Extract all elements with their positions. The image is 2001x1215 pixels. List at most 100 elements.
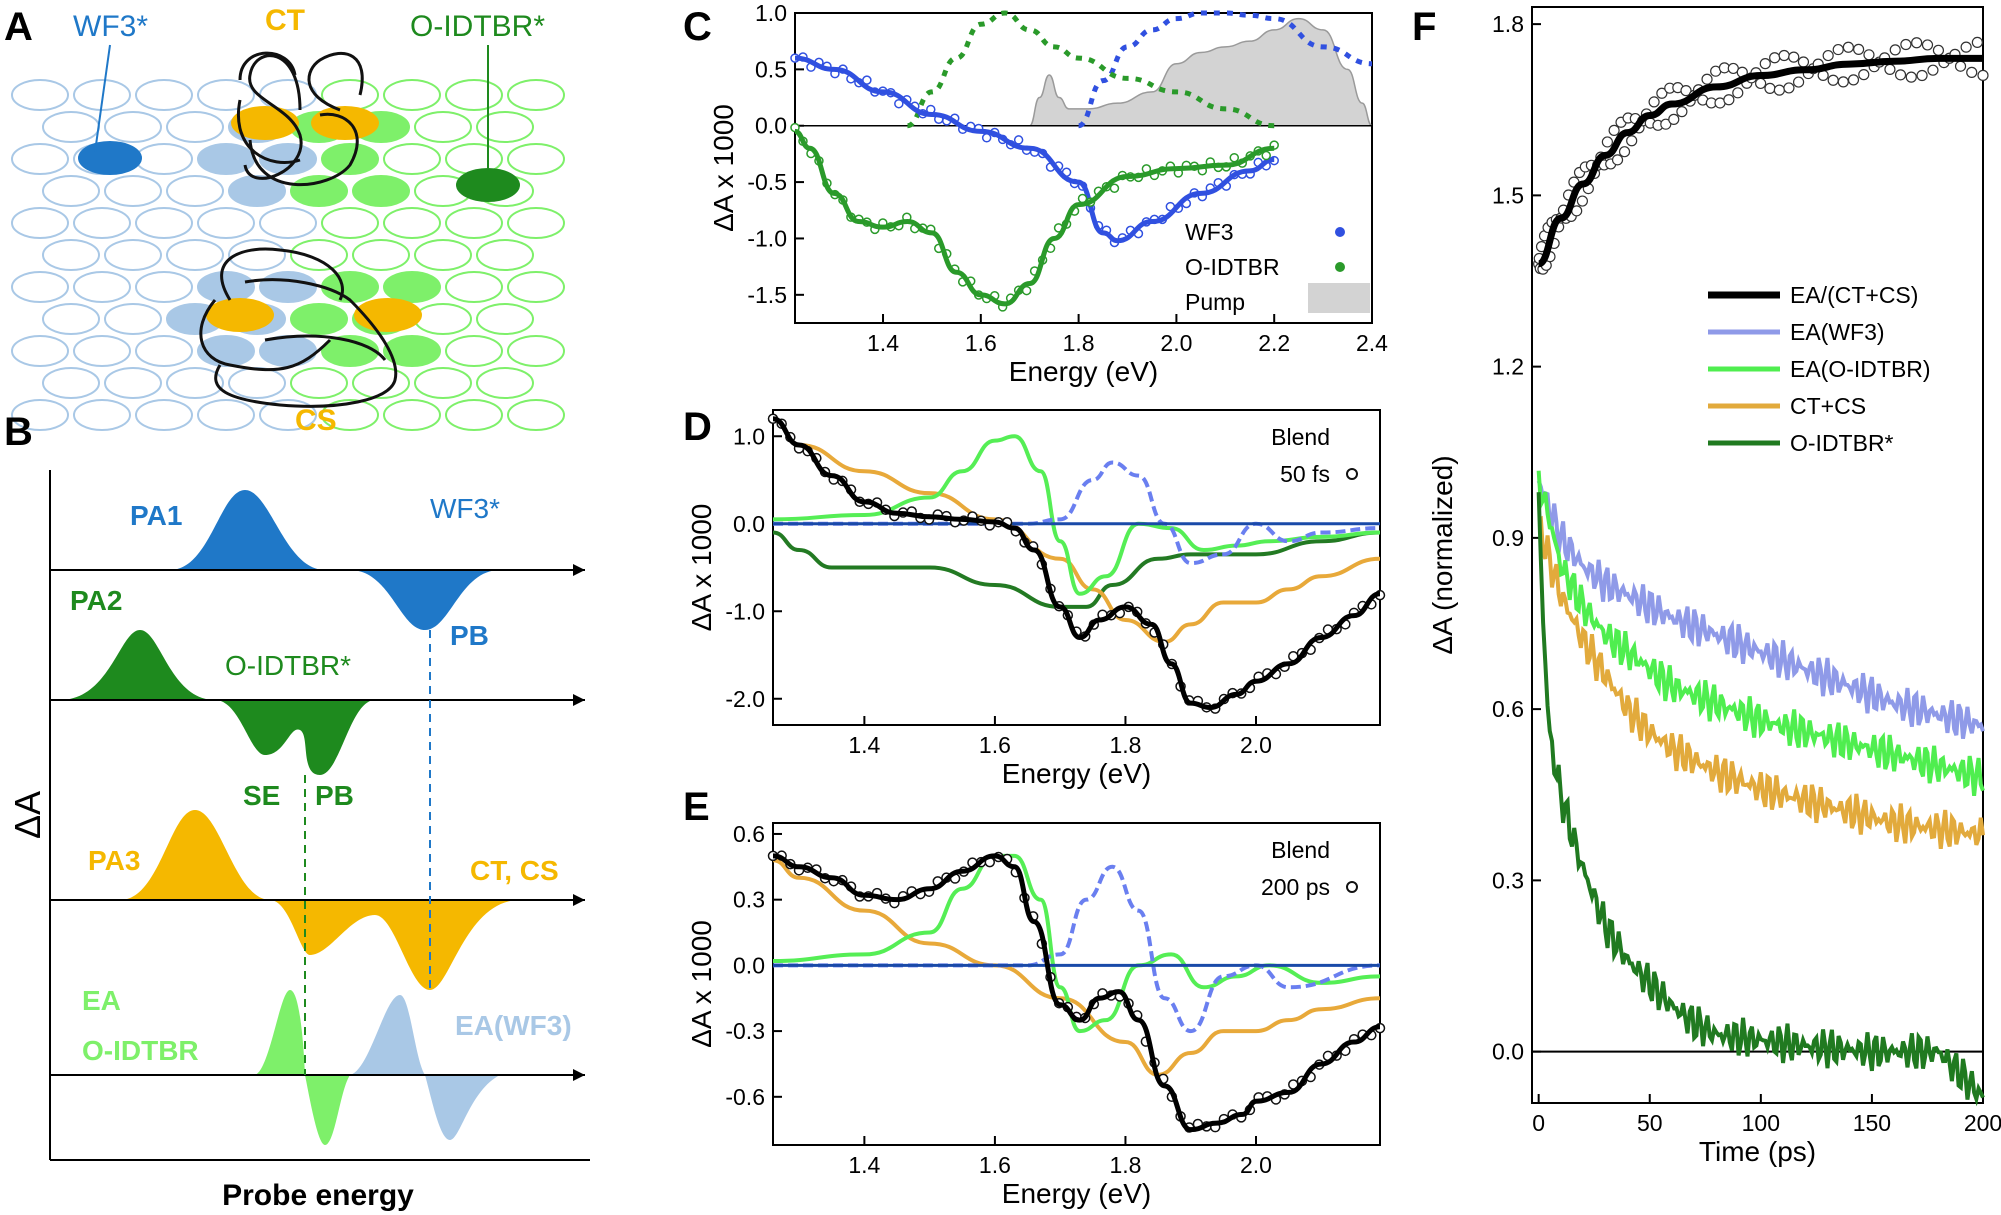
x-tick-label: 1.6	[965, 330, 997, 356]
y-tick-label: 0.6	[1492, 696, 1524, 722]
ratio-point	[1853, 43, 1865, 55]
legend: EA/(CT+CS) EA(WF3) EA(O-IDTBR) CT+CS O-IDTBR…	[1708, 282, 1931, 456]
legend-label: EA(WF3)	[1790, 319, 1885, 345]
label-oidtbr-excited: O-IDTBR*	[410, 10, 545, 43]
y-tick-label: -0.5	[747, 169, 787, 195]
molecule	[197, 207, 255, 239]
molecule	[445, 399, 503, 431]
x-tick-label: 1.8	[1109, 1152, 1141, 1178]
annotation-marker	[1346, 468, 1358, 480]
legend-label: EA(O-IDTBR)	[1790, 356, 1931, 382]
ratio-point	[1894, 69, 1907, 81]
excited-donor	[78, 141, 142, 175]
plot-frame	[772, 409, 1381, 726]
x-tick-label: 2.2	[1258, 330, 1290, 356]
ratio-point	[1863, 49, 1875, 61]
molecule	[73, 271, 131, 303]
ratio-point	[1954, 60, 1967, 72]
panel-b: B ΔA Probe energy PA1 WF3* PB PA2 O-IDTB…	[4, 410, 590, 1212]
panel-a: A WF3* CT O-IDTBR* CS	[4, 4, 565, 437]
oidtbr-line	[794, 128, 1275, 307]
molecule	[11, 271, 69, 303]
label-ea: EA	[82, 985, 121, 1016]
ea-o-idtbr--line	[772, 853, 1381, 1034]
annotation-delay: 200 ps	[1261, 874, 1330, 900]
molecule	[11, 207, 69, 239]
molecule	[445, 207, 503, 239]
pump-spectrum	[1029, 17, 1373, 127]
blend-fit-line	[772, 853, 1381, 1133]
x-tick-label: 1.8	[1109, 732, 1141, 758]
ea-o-idtbr--trace	[1536, 470, 1985, 796]
molecule	[321, 271, 379, 303]
molecule	[135, 399, 193, 431]
label-cs: CS	[295, 404, 337, 437]
molecule	[228, 367, 286, 399]
ratio-point	[1932, 44, 1945, 56]
legend-label: Pump	[1185, 289, 1245, 315]
wf3-point	[862, 75, 872, 85]
ratio-point	[1960, 41, 1972, 53]
molecule	[290, 303, 348, 335]
ratio-point	[1769, 52, 1781, 64]
ratio-point	[1755, 77, 1767, 90]
label-ea-wf3: EA(WF3)	[455, 1010, 572, 1041]
annotation-sample: Blend	[1271, 837, 1330, 863]
x-tick-label: 1.4	[867, 330, 899, 356]
molecule	[135, 271, 193, 303]
ct-state	[311, 106, 379, 140]
molecule	[290, 239, 348, 271]
oidtbr-absorption-line	[906, 10, 1275, 129]
panel-letter-f: F	[1412, 5, 1436, 49]
plot-frame	[772, 822, 1381, 1146]
molecule	[383, 271, 441, 303]
molecule	[383, 207, 441, 239]
molecule	[259, 143, 317, 175]
wf3-point	[981, 133, 992, 143]
label-se: SE	[243, 780, 280, 811]
blend-fit-line	[772, 416, 1381, 711]
y-tick-label: 0.3	[1492, 867, 1524, 893]
x-tick-label: 2.0	[1240, 1152, 1272, 1178]
ratio-fit-line	[1537, 54, 1983, 268]
molecule	[228, 239, 286, 271]
y-tick-label: -0.3	[725, 1018, 765, 1044]
ratio-point	[1884, 63, 1896, 75]
x-tick-label: 2.0	[1160, 330, 1192, 356]
molecule	[11, 335, 69, 367]
molecule	[104, 175, 162, 207]
label-wf3-excited: WF3*	[73, 10, 148, 43]
ratio-point	[1676, 106, 1688, 118]
y-tick-label: 0.3	[733, 887, 765, 913]
molecule	[42, 367, 100, 399]
molecule	[197, 79, 255, 111]
ct-cs-line	[772, 858, 1381, 1077]
legend-label: EA/(CT+CS)	[1790, 282, 1918, 308]
ratio-point	[1648, 96, 1660, 108]
molecule	[42, 303, 100, 335]
legend: WF3 O-IDTBR Pump	[1185, 219, 1370, 315]
wf3-line	[794, 55, 1275, 244]
x-tick-label: 0	[1532, 1110, 1545, 1136]
molecule	[383, 399, 441, 431]
molecule	[476, 367, 534, 399]
chart-panel-e: 1.4 1.6 1.8 2.0 0.6 0.3 0.0 -0.3 -0.6 Energy (eV)…	[686, 821, 1386, 1209]
molecule	[352, 175, 410, 207]
molecule	[414, 111, 472, 143]
ratio-point	[1611, 154, 1624, 166]
excited-acceptor	[456, 168, 520, 202]
molecule	[507, 399, 565, 431]
oidtbr-point	[1261, 150, 1271, 161]
ratio-point	[1656, 87, 1668, 99]
y-tick-label: -0.6	[725, 1084, 765, 1110]
label-pa3: PA3	[88, 845, 140, 876]
ratio-point	[1837, 76, 1849, 88]
pa1-band	[170, 490, 325, 570]
plot-frame	[794, 12, 1373, 324]
panel-letter-b: B	[4, 410, 33, 454]
ratio-point	[1916, 69, 1928, 82]
wf3-absorption-line	[1077, 10, 1373, 129]
y-tick-label: -1.0	[747, 225, 787, 251]
chart-panel-f: 0 50 100 150 200 0.0 0.3 0.6 0.9 1.2 1.5 1.8 Time (p…	[1427, 6, 2001, 1167]
panel-letter-d: D	[683, 405, 712, 449]
